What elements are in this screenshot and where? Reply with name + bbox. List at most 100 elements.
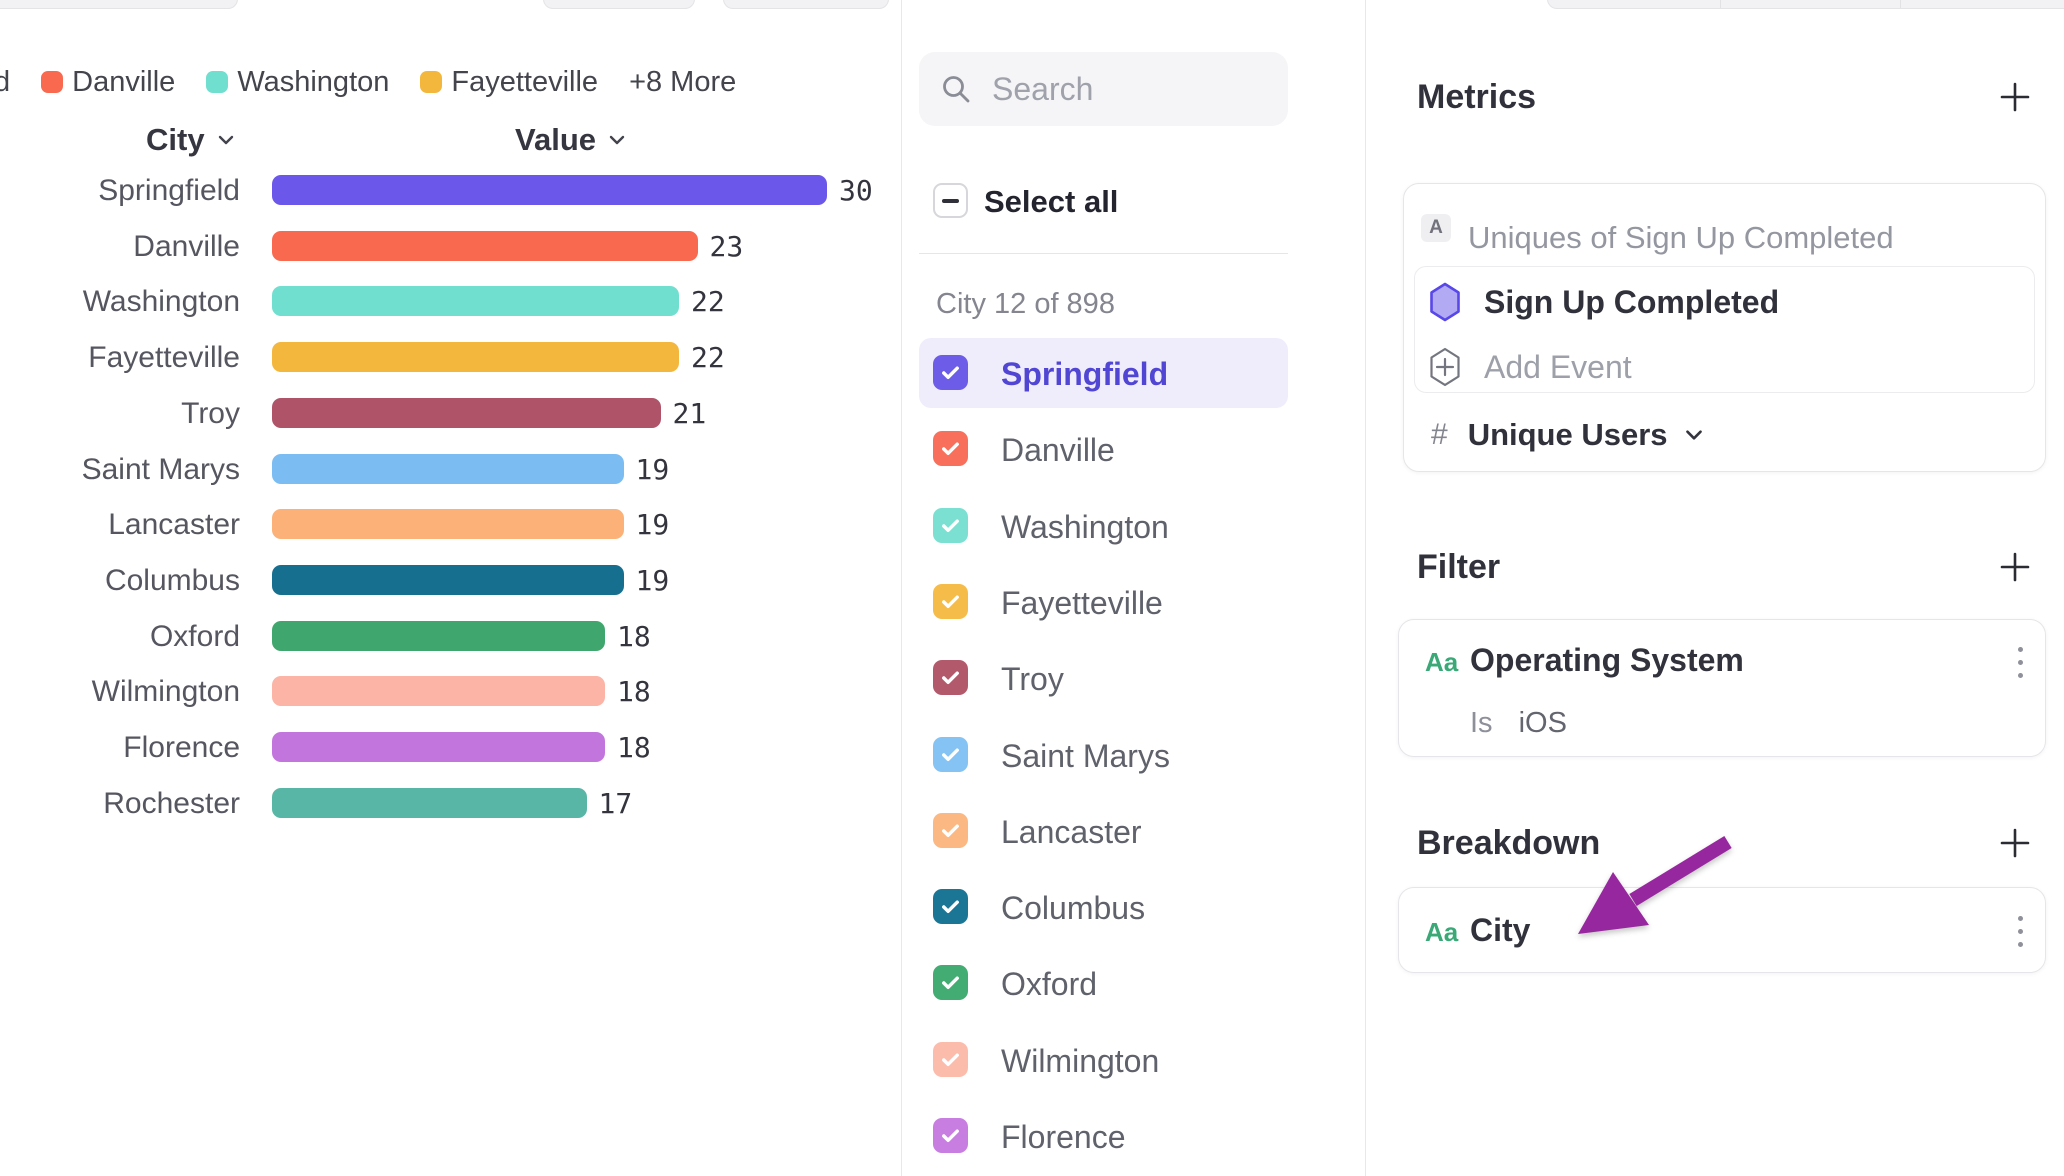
- event-card: Sign Up Completed Add Event: [1414, 266, 2035, 393]
- city-list-item-saint-marys[interactable]: Saint Marys: [919, 720, 1288, 790]
- legend-item[interactable]: Fayetteville: [420, 66, 598, 99]
- column-header-value[interactable]: Value: [515, 124, 628, 156]
- measure-selector[interactable]: # Unique Users: [1431, 417, 1706, 453]
- city-list-item-troy[interactable]: Troy: [919, 643, 1288, 713]
- legend-item-label: Washington: [237, 65, 390, 98]
- legend-item-label: Danville: [72, 65, 176, 98]
- check-icon: [942, 747, 959, 761]
- check-icon: [942, 519, 959, 532]
- annotation-arrow: [1578, 836, 1732, 934]
- city-checkbox[interactable]: [933, 431, 968, 467]
- bar-value-label: 22: [691, 285, 725, 319]
- legend-more-button[interactable]: +8 More: [629, 65, 737, 98]
- legend-color-chip-icon: [206, 71, 229, 93]
- city-list-item-wilmington[interactable]: Wilmington: [919, 1025, 1288, 1095]
- breakdown-property-name: City: [1470, 912, 1531, 948]
- legend-item[interactable]: Danville: [41, 66, 175, 99]
- bar[interactable]: [272, 564, 624, 595]
- city-list-item-springfield[interactable]: Springfield: [919, 338, 1288, 408]
- bar-value-label: 19: [635, 563, 670, 597]
- bar[interactable]: [272, 230, 698, 261]
- check-icon: [942, 671, 959, 685]
- add-event-label: Add Event: [1484, 348, 1632, 385]
- event-row[interactable]: Sign Up Completed: [1429, 282, 1779, 322]
- bar[interactable]: [272, 787, 587, 818]
- city-checkbox[interactable]: [933, 1118, 968, 1153]
- city-list-item-fayetteville[interactable]: Fayetteville: [919, 567, 1288, 637]
- bar-value-label: 18: [617, 675, 651, 709]
- add-breakdown-button[interactable]: [1998, 826, 2032, 860]
- search-input[interactable]: Search: [919, 52, 1288, 126]
- legend-item[interactable]: Washington: [206, 66, 389, 99]
- bar[interactable]: [272, 676, 605, 707]
- add-metric-button[interactable]: [1998, 80, 2032, 114]
- bar-category-label: Troy: [181, 396, 240, 430]
- city-checkbox[interactable]: [933, 1041, 968, 1077]
- filter-condition[interactable]: Is iOS: [1470, 707, 1567, 740]
- chart-row-oxford: Oxford 18: [0, 619, 901, 653]
- search-placeholder: Search: [992, 70, 1094, 107]
- filter-card[interactable]: Aa Operating System Is iOS: [1398, 619, 2046, 757]
- bar[interactable]: [272, 175, 827, 205]
- city-list-item-columbus[interactable]: Columbus: [919, 872, 1288, 942]
- select-all-checkbox[interactable]: [933, 183, 968, 218]
- city-checkbox[interactable]: [933, 355, 968, 390]
- bar-category-label: Oxford: [149, 619, 240, 653]
- check-icon: [942, 824, 959, 837]
- bar[interactable]: [272, 509, 624, 540]
- city-item-label: Washington: [1001, 508, 1169, 545]
- city-list-item-oxford[interactable]: Oxford: [919, 948, 1288, 1018]
- city-checkbox[interactable]: [933, 660, 968, 696]
- chart-legend: d Danville Washington Fayetteville +8 More: [0, 60, 736, 104]
- segment-count-label: City 12 of 898: [936, 288, 1115, 320]
- city-checkbox[interactable]: [933, 736, 968, 772]
- city-list-item-lancaster[interactable]: Lancaster: [919, 796, 1288, 866]
- bar[interactable]: [272, 397, 661, 428]
- chart-row-rochester: Rochester 17: [0, 787, 901, 819]
- city-checkbox[interactable]: [933, 812, 968, 848]
- breakdown-card[interactable]: Aa City: [1398, 887, 2046, 973]
- bar[interactable]: [272, 286, 679, 317]
- bar[interactable]: [272, 620, 605, 651]
- breakdown-section-title: Breakdown: [1417, 824, 1601, 862]
- city-checkbox[interactable]: [933, 507, 968, 543]
- city-item-label: Columbus: [1001, 890, 1146, 927]
- bar[interactable]: [272, 453, 624, 484]
- add-filter-button[interactable]: [1998, 550, 2032, 584]
- bar-category-label: Wilmington: [91, 675, 240, 709]
- city-item-label: Lancaster: [1001, 813, 1142, 850]
- bar-category-label: Lancaster: [108, 508, 240, 542]
- city-list-item-danville[interactable]: Danville: [919, 414, 1288, 484]
- breakdown-menu-kebab-icon[interactable]: [2008, 911, 2032, 951]
- inspector-panel: Metrics A Uniques of Sign Up Completed S…: [1366, 0, 2064, 1176]
- bar-value-label: 23: [709, 229, 744, 263]
- filter-section-title: Filter: [1417, 548, 1501, 586]
- city-checkbox[interactable]: [933, 583, 968, 619]
- chevron-down-icon: [218, 135, 233, 145]
- bar[interactable]: [272, 732, 605, 762]
- select-all-label[interactable]: Select all: [984, 184, 1119, 219]
- filter-menu-kebab-icon[interactable]: [2008, 642, 2032, 682]
- city-list-item-washington[interactable]: Washington: [919, 491, 1288, 561]
- bar[interactable]: [272, 342, 679, 373]
- legend-item-clipped[interactable]: d: [0, 65, 11, 98]
- chart-row-washington: Washington 22: [0, 285, 901, 319]
- legend-item-label: Fayetteville: [451, 65, 599, 98]
- filter-operator: Is: [1470, 707, 1493, 739]
- city-item-label: Danville: [1001, 432, 1115, 469]
- bar-category-label: Springfield: [98, 174, 240, 207]
- add-event-button[interactable]: Add Event: [1429, 347, 1632, 387]
- bar-category-label: Fayetteville: [88, 341, 240, 375]
- column-header-city[interactable]: City: [146, 124, 237, 156]
- city-checkbox[interactable]: [933, 889, 968, 925]
- segment-selector-panel: Search Select all City 12 of 898 Springf…: [901, 0, 1366, 1176]
- check-icon: [942, 1129, 959, 1143]
- city-checkbox[interactable]: [933, 965, 968, 1001]
- filter-property-name: Operating System: [1470, 642, 1744, 678]
- metric-card[interactable]: A Uniques of Sign Up Completed Sign Up C…: [1403, 183, 2046, 472]
- bar-value-label: 22: [691, 341, 725, 375]
- bar-value-label: 19: [635, 508, 670, 542]
- string-property-icon: Aa: [1425, 647, 1459, 677]
- city-list-item-florence[interactable]: Florence: [919, 1101, 1288, 1171]
- city-item-label: Oxford: [1001, 966, 1098, 1003]
